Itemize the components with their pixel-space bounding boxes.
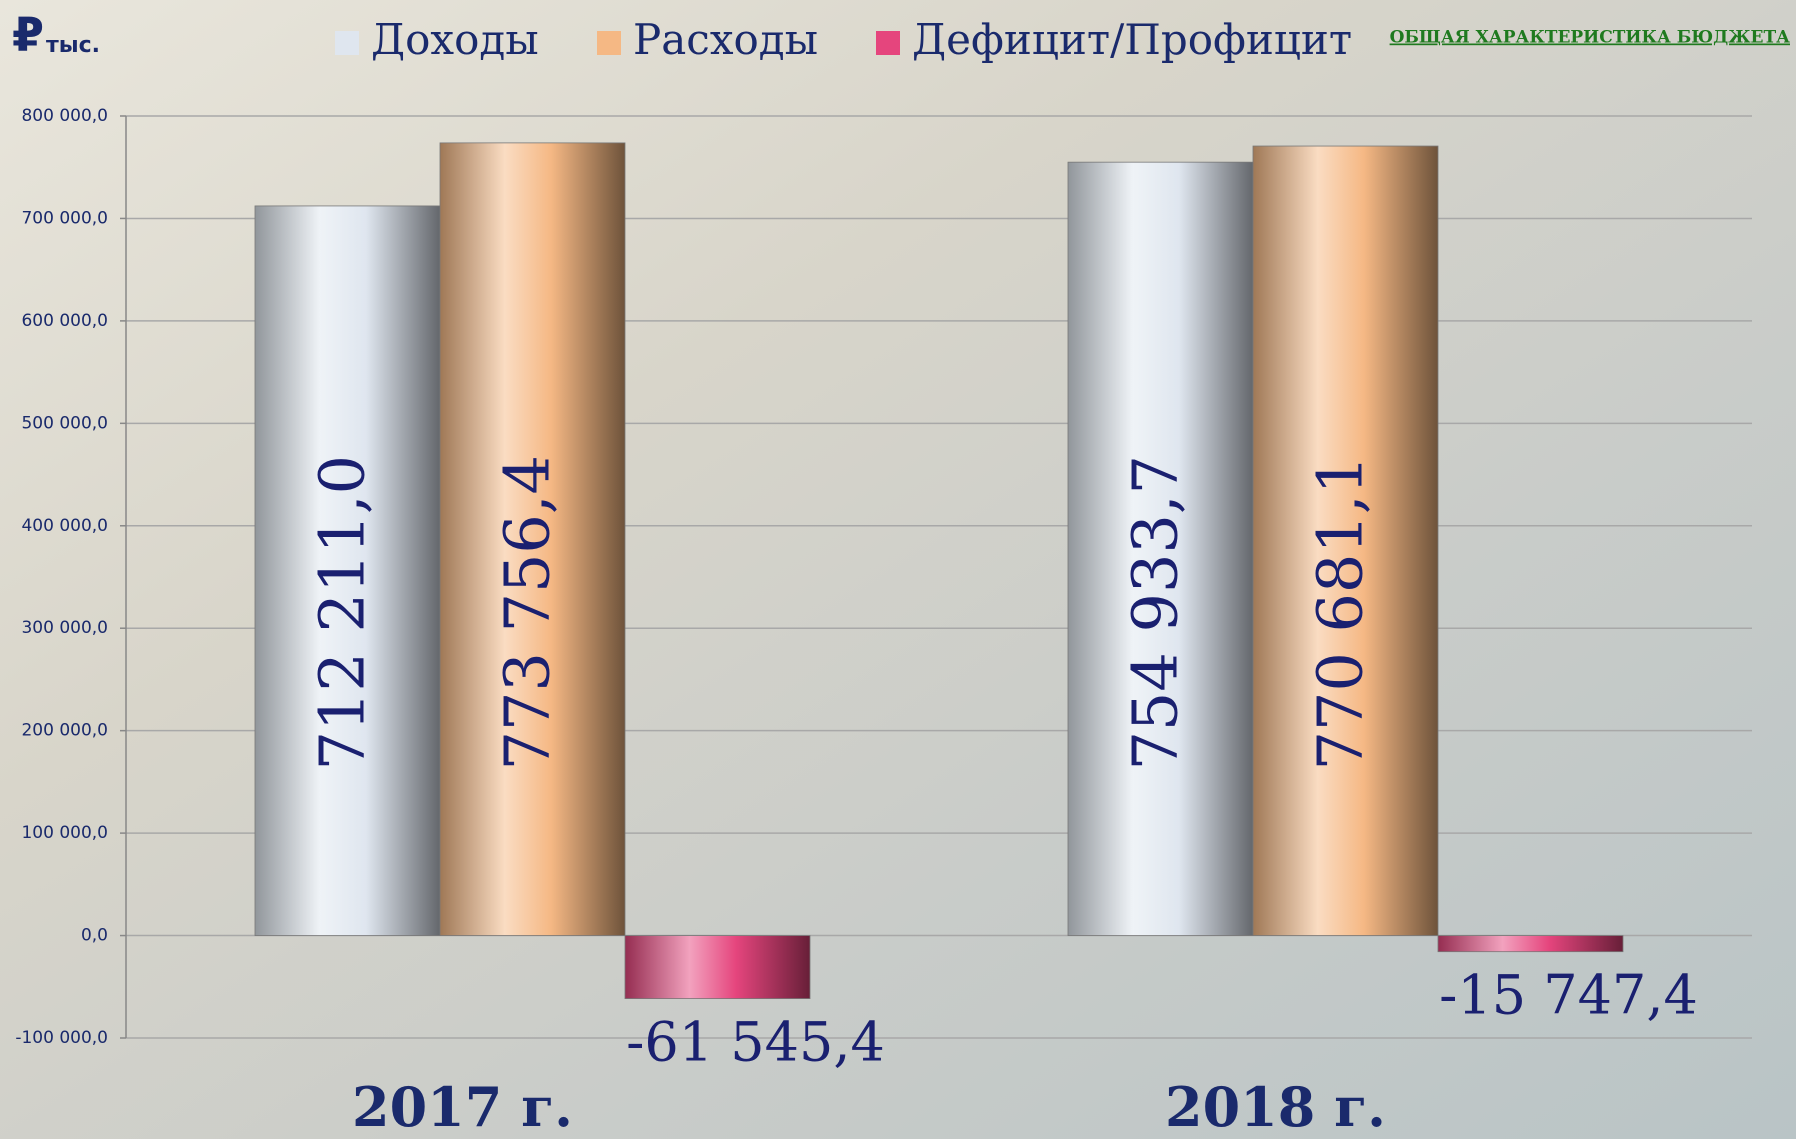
bar <box>254 205 441 936</box>
value-label: 773 756,4 <box>491 455 564 771</box>
value-label: -61 545,4 <box>626 1011 885 1074</box>
currency-symbol: ₽ <box>12 8 44 62</box>
x-tick-label: 2017 г. <box>352 1075 573 1139</box>
legend-swatch <box>335 31 359 55</box>
legend-label: Расходы <box>633 15 818 64</box>
y-tick-label: 400 000,0 <box>21 516 108 536</box>
legend-label: Доходы <box>371 15 539 64</box>
value-label: 712 211,0 <box>306 455 379 771</box>
y-tick-label: 500 000,0 <box>21 413 108 433</box>
unit-label: тыс. <box>46 33 100 58</box>
y-tick-label: -100 000,0 <box>15 1028 108 1048</box>
y-tick-label: 700 000,0 <box>21 208 108 228</box>
legend-swatch <box>597 31 621 55</box>
bar <box>624 935 811 1000</box>
bar <box>1067 161 1254 936</box>
value-label: 754 933,7 <box>1119 455 1192 771</box>
y-tick-label: 800 000,0 <box>21 106 108 126</box>
legend-swatch <box>876 31 900 55</box>
section-link[interactable]: ОБЩАЯ ХАРАКТЕРИСТИКА БЮДЖЕТА <box>1390 28 1791 48</box>
y-tick-label: 300 000,0 <box>21 618 108 638</box>
y-tick-label: 0,0 <box>81 926 108 946</box>
y-tick-label: 200 000,0 <box>21 721 108 741</box>
value-label: 770 681,1 <box>1304 455 1377 771</box>
bar <box>1252 145 1439 936</box>
bar <box>1437 935 1624 953</box>
y-tick-label: 600 000,0 <box>21 311 108 331</box>
value-label: -15 747,4 <box>1439 964 1698 1027</box>
y-tick-label: 100 000,0 <box>21 823 108 843</box>
bar <box>439 142 626 936</box>
legend-label: Дефицит/Профицит <box>912 15 1352 64</box>
x-tick-label: 2018 г. <box>1165 1075 1386 1139</box>
